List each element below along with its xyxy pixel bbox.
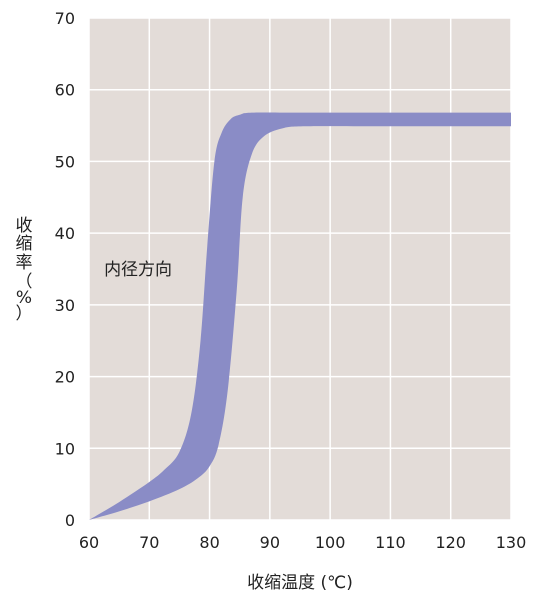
y-axis-title-char: 收 (16, 216, 33, 236)
shrinkage-band (89, 112, 511, 520)
annotation-label: 内径方向 (104, 260, 172, 280)
annotations: 内径方向 (104, 260, 172, 280)
y-axis-title-char: 缩 (16, 234, 33, 254)
y-axis-title: 收缩率（%） (16, 216, 33, 324)
x-tick-label-110: 110 (375, 533, 406, 552)
x-tick-label-120: 120 (435, 533, 466, 552)
x-tick-label-90: 90 (260, 533, 280, 552)
y-tick-label-60: 60 (55, 81, 75, 100)
y-axis-title-char: 率 (16, 253, 33, 273)
x-axis-title: 收缩温度 (℃) (247, 573, 353, 593)
x-tick-labels: 60 70 80 90 100 110 120 130 (79, 533, 526, 552)
y-tick-label-40: 40 (55, 224, 75, 243)
y-tick-label-70: 70 (55, 9, 75, 28)
y-tick-labels: 0 10 20 30 40 50 60 70 (55, 9, 75, 530)
y-axis-title-char: （ (16, 272, 33, 292)
y-tick-label-20: 20 (55, 368, 75, 387)
y-tick-label-50: 50 (55, 152, 75, 171)
plot-background (89, 18, 511, 520)
x-tick-label-100: 100 (315, 533, 346, 552)
x-tick-label-80: 80 (199, 533, 219, 552)
x-tick-label-70: 70 (139, 533, 159, 552)
y-tick-label-10: 10 (55, 439, 75, 458)
y-axis-title-char: % (16, 288, 32, 308)
y-tick-label-0: 0 (65, 511, 75, 530)
x-tick-label-130: 130 (496, 533, 527, 552)
y-axis-title-char: ） (16, 304, 33, 324)
x-tick-label-60: 60 (79, 533, 99, 552)
y-tick-label-30: 30 (55, 296, 75, 315)
